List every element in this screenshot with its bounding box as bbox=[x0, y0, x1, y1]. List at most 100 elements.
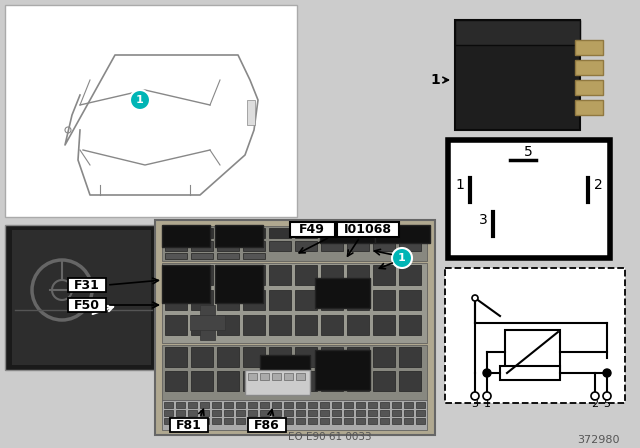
Text: 1: 1 bbox=[483, 399, 490, 409]
Bar bbox=[347, 290, 369, 310]
Bar bbox=[315, 350, 370, 390]
Bar bbox=[165, 315, 187, 335]
Bar bbox=[191, 228, 213, 238]
Bar bbox=[399, 241, 421, 251]
Bar bbox=[399, 315, 421, 335]
Bar bbox=[284, 373, 293, 380]
Bar bbox=[368, 410, 377, 416]
Bar bbox=[12, 230, 151, 365]
Bar bbox=[217, 241, 239, 251]
Bar bbox=[308, 402, 317, 408]
Bar bbox=[243, 315, 265, 335]
Text: 1: 1 bbox=[456, 178, 465, 192]
Bar bbox=[217, 253, 239, 259]
Bar bbox=[321, 241, 343, 251]
Bar bbox=[164, 418, 173, 424]
Circle shape bbox=[392, 248, 412, 268]
Bar bbox=[269, 315, 291, 335]
Bar bbox=[368, 418, 377, 424]
Bar bbox=[272, 402, 281, 408]
Bar bbox=[217, 371, 239, 391]
Bar bbox=[217, 228, 239, 238]
Bar bbox=[165, 253, 187, 259]
Bar bbox=[269, 371, 291, 391]
Bar bbox=[243, 290, 265, 310]
Bar bbox=[248, 410, 257, 416]
Bar bbox=[191, 253, 213, 259]
Bar bbox=[368, 402, 377, 408]
Bar bbox=[344, 402, 353, 408]
Bar bbox=[236, 410, 245, 416]
Bar bbox=[416, 410, 425, 416]
Bar bbox=[380, 410, 389, 416]
Bar bbox=[248, 418, 257, 424]
Bar bbox=[296, 410, 305, 416]
Bar bbox=[224, 402, 233, 408]
Bar bbox=[373, 315, 395, 335]
Bar bbox=[295, 315, 317, 335]
Bar bbox=[284, 410, 293, 416]
Bar bbox=[162, 226, 427, 261]
Bar bbox=[165, 265, 187, 285]
Text: 2: 2 bbox=[594, 178, 602, 192]
Bar bbox=[295, 265, 317, 285]
Bar bbox=[392, 402, 401, 408]
Bar bbox=[295, 290, 317, 310]
Circle shape bbox=[603, 369, 611, 377]
Bar bbox=[272, 373, 281, 380]
Bar bbox=[215, 265, 263, 303]
Bar bbox=[5, 225, 158, 370]
Bar bbox=[68, 298, 106, 312]
Circle shape bbox=[603, 392, 611, 400]
Bar bbox=[188, 410, 197, 416]
Bar bbox=[176, 410, 185, 416]
Bar bbox=[321, 371, 343, 391]
Bar bbox=[162, 345, 427, 400]
Bar bbox=[200, 410, 209, 416]
Bar bbox=[162, 263, 427, 343]
Bar bbox=[445, 268, 625, 403]
Bar bbox=[215, 225, 263, 247]
Bar bbox=[162, 265, 210, 303]
Text: 2: 2 bbox=[591, 399, 598, 409]
Bar bbox=[243, 228, 265, 238]
Bar bbox=[347, 371, 369, 391]
Bar bbox=[217, 315, 239, 335]
Bar bbox=[321, 228, 343, 238]
Bar bbox=[337, 222, 399, 237]
Circle shape bbox=[471, 392, 479, 400]
Bar bbox=[404, 410, 413, 416]
Bar bbox=[373, 371, 395, 391]
Bar bbox=[455, 20, 580, 45]
Bar bbox=[243, 253, 265, 259]
Bar bbox=[321, 290, 343, 310]
Bar bbox=[347, 241, 369, 251]
Bar bbox=[191, 290, 213, 310]
Bar bbox=[455, 20, 580, 130]
Bar bbox=[575, 60, 603, 75]
Bar bbox=[200, 418, 209, 424]
Bar bbox=[224, 418, 233, 424]
Bar bbox=[248, 418, 286, 432]
Bar bbox=[284, 418, 293, 424]
Text: F86: F86 bbox=[254, 418, 280, 431]
Bar bbox=[373, 265, 395, 285]
Bar bbox=[332, 418, 341, 424]
Bar bbox=[404, 402, 413, 408]
Text: 1: 1 bbox=[398, 253, 406, 263]
Bar bbox=[295, 228, 317, 238]
Bar bbox=[296, 418, 305, 424]
Bar bbox=[320, 225, 375, 243]
Bar bbox=[505, 330, 560, 375]
Bar bbox=[269, 228, 291, 238]
Bar bbox=[165, 241, 187, 251]
Bar bbox=[344, 410, 353, 416]
Bar bbox=[176, 402, 185, 408]
Bar bbox=[373, 290, 395, 310]
Bar bbox=[290, 222, 335, 237]
Circle shape bbox=[591, 392, 599, 400]
Bar bbox=[200, 305, 215, 340]
Text: 5: 5 bbox=[524, 145, 532, 159]
Bar bbox=[269, 241, 291, 251]
Bar bbox=[308, 410, 317, 416]
